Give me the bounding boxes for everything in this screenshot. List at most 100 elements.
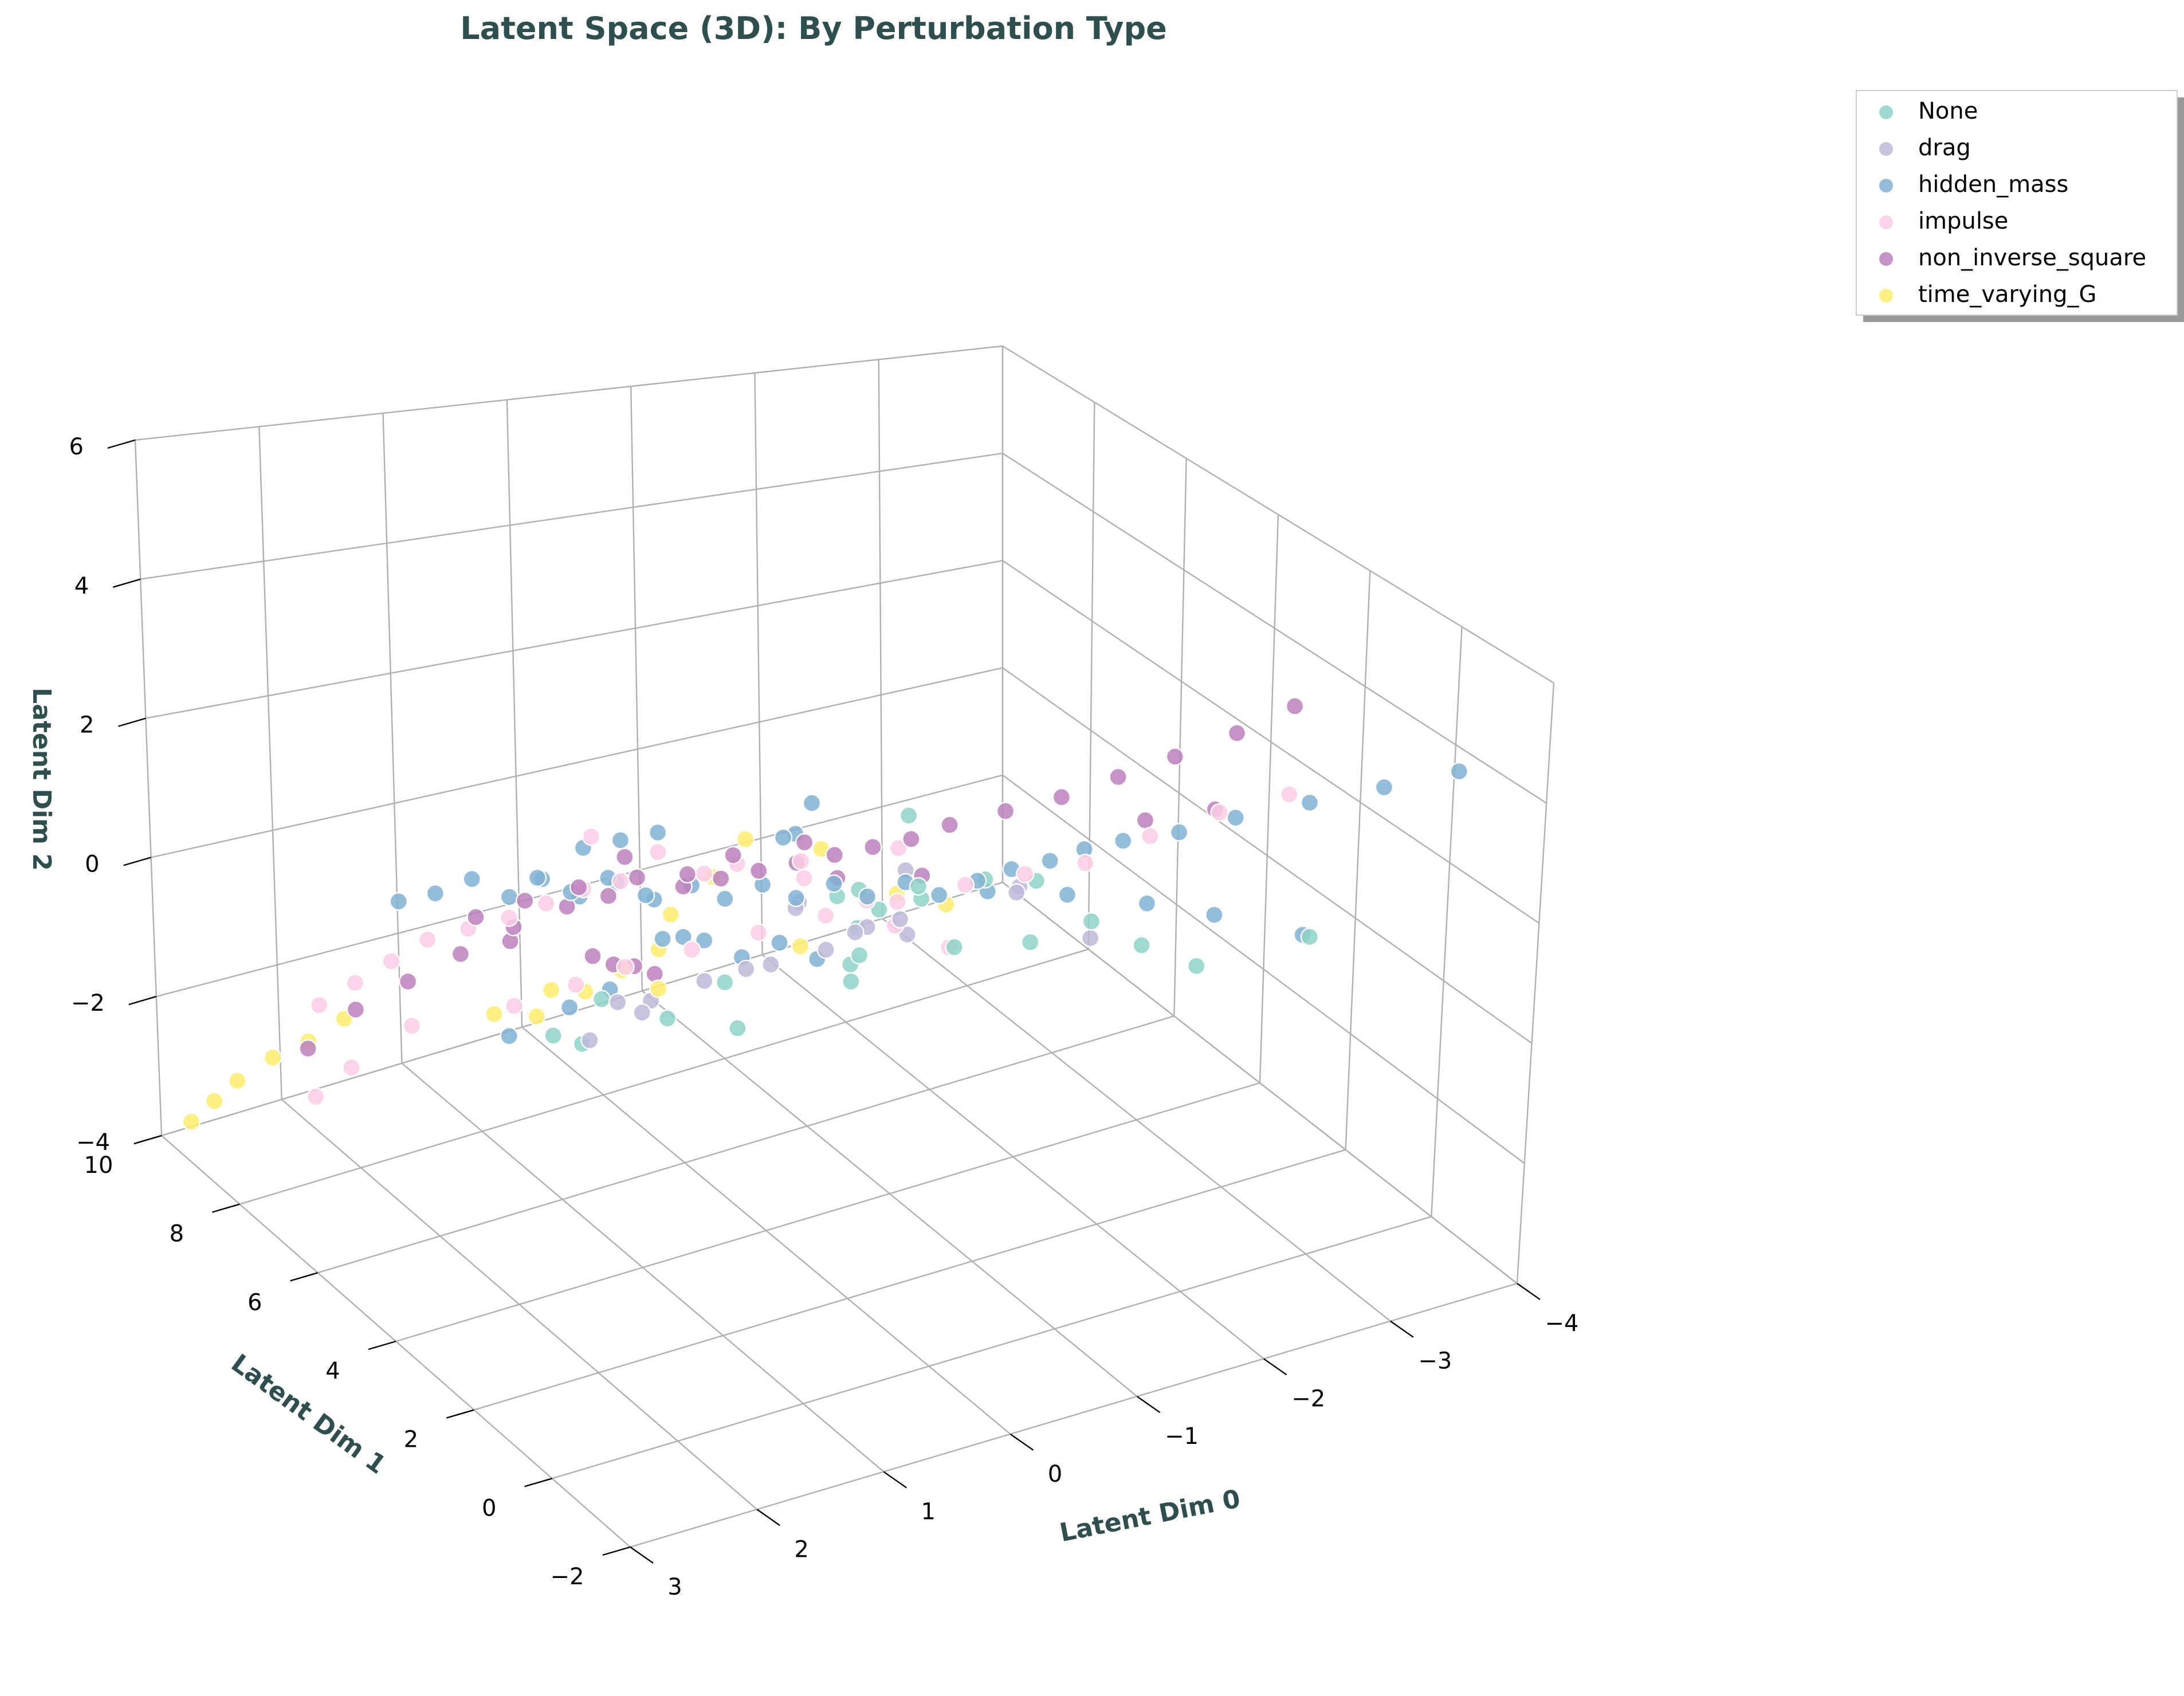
point-hidden_mass [500, 888, 519, 906]
point-non_inverse_square [398, 972, 418, 991]
point-None [945, 937, 964, 957]
point-hidden_mass [1226, 808, 1245, 827]
point-impulse [382, 952, 400, 971]
point-non_inverse_square [1285, 697, 1305, 716]
point-time_varying_G [541, 980, 561, 1000]
point-impulse [402, 1016, 422, 1035]
x-tick-label: 0 [1048, 1461, 1062, 1487]
point-drag [736, 959, 756, 979]
z-tick-label: −2 [71, 990, 105, 1016]
point-time_varying_G [527, 1007, 546, 1026]
point-hidden_mass [716, 889, 734, 908]
point-non_inverse_square [724, 846, 743, 865]
point-impulse [888, 892, 907, 912]
grid-line [239, 948, 1089, 1205]
z-tick-label: 0 [85, 851, 99, 877]
point-impulse [345, 973, 364, 992]
grid-line [134, 439, 163, 1136]
point-impulse [1076, 853, 1095, 873]
point-hidden_mass [648, 823, 667, 842]
grid-line [1431, 626, 1463, 1217]
point-non_inverse_square [863, 838, 882, 857]
point-non_inverse_square [678, 865, 697, 884]
point-impulse [418, 930, 437, 949]
y-tick-label: 10 [84, 1152, 113, 1179]
point-non_inverse_square [1052, 787, 1071, 807]
x-tick-mark [1136, 1396, 1161, 1414]
point-None [1300, 927, 1319, 947]
point-hidden_mass [1205, 905, 1224, 925]
point-impulse [791, 851, 811, 871]
point-hidden_mass [611, 831, 630, 850]
point-impulse [649, 842, 667, 862]
point-hidden_mass [787, 888, 806, 908]
grid-line [1516, 682, 1555, 1284]
y-tick-label: 0 [482, 1495, 496, 1521]
point-non_inverse_square [902, 830, 921, 849]
point-None [728, 1019, 747, 1038]
x-tick-label: 1 [921, 1499, 936, 1525]
grid-line [317, 1015, 1175, 1274]
point-drag [816, 940, 835, 959]
grid-line [258, 426, 282, 1100]
point-impulse [582, 827, 601, 846]
point-None [870, 900, 889, 919]
point-hidden_mass [694, 931, 714, 950]
y-tick-label: 8 [170, 1221, 184, 1247]
grid-line [1345, 570, 1371, 1150]
y-tick-mark [368, 1340, 396, 1350]
point-hidden_mass [528, 868, 547, 888]
y-axis-label: Latent Dim 1 [226, 1349, 391, 1480]
z-tick-mark [112, 578, 141, 588]
point-time_varying_G [736, 830, 755, 849]
y-tick-label: 4 [325, 1358, 340, 1384]
point-time_varying_G [791, 937, 810, 956]
point-hidden_mass [500, 1026, 518, 1046]
y-tick-mark [602, 1546, 631, 1556]
grid-line [878, 359, 883, 919]
point-hidden_mass [824, 874, 843, 893]
point-non_inverse_square [711, 869, 730, 888]
point-None [715, 973, 734, 992]
point-hidden_mass [462, 869, 481, 889]
point-None [1187, 956, 1206, 976]
grid-line [151, 667, 1003, 858]
point-hidden_mass [389, 892, 408, 911]
point-impulse [1279, 785, 1299, 804]
legend-label-None: None [1918, 98, 1978, 124]
chart-title: Latent Space (3D): By Perturbation Type [460, 10, 1166, 46]
point-impulse [889, 838, 908, 858]
legend-label-time_varying_G: time_varying_G [1918, 281, 2097, 308]
point-hidden_mass [674, 927, 693, 947]
legend-marker-None [1878, 104, 1894, 120]
point-hidden_mass [1169, 823, 1189, 842]
point-time_varying_G [205, 1092, 224, 1110]
point-non_inverse_square [825, 845, 844, 865]
grid-line [135, 345, 1003, 441]
y-tick-mark [524, 1478, 553, 1487]
grid-line [1002, 882, 1518, 1284]
point-impulse [1210, 803, 1229, 822]
grid-line [1259, 514, 1279, 1083]
point-hidden_mass [636, 886, 655, 905]
point-impulse [505, 996, 524, 1015]
point-drag [846, 922, 865, 942]
x-tick-mark [756, 1509, 780, 1526]
point-hidden_mass [1374, 778, 1394, 797]
point-None [899, 806, 918, 825]
point-non_inverse_square [1136, 811, 1155, 830]
x-tick-mark [1517, 1283, 1541, 1300]
x-tick-label: −1 [1165, 1423, 1199, 1450]
x-tick-label: −2 [1291, 1385, 1325, 1412]
point-drag [580, 1031, 599, 1050]
point-time_varying_G [182, 1112, 201, 1131]
point-impulse [566, 975, 586, 994]
point-impulse [694, 864, 714, 884]
point-hidden_mass [1058, 885, 1077, 904]
point-non_inverse_square [627, 868, 647, 887]
point-hidden_mass [426, 884, 445, 903]
point-time_varying_G [649, 979, 668, 998]
point-impulse [816, 906, 835, 925]
grid-line [1002, 560, 1540, 924]
